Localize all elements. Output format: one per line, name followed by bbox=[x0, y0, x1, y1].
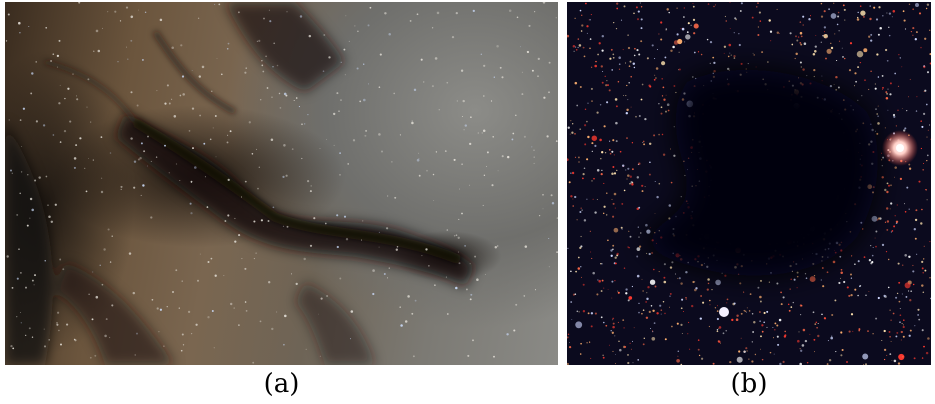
caption-a: (a) bbox=[263, 369, 300, 399]
bright-star-core bbox=[896, 144, 904, 152]
panel-a-image bbox=[5, 2, 558, 365]
dark-cloud bbox=[642, 69, 878, 276]
star-field-a bbox=[5, 2, 558, 364]
caption-b: (b) bbox=[730, 369, 768, 399]
panel-b-dark-cloud-image bbox=[567, 2, 931, 365]
dust-filaments bbox=[44, 30, 462, 265]
dust-lanes bbox=[5, 2, 475, 365]
panel-a-dark-nebula-image bbox=[5, 2, 558, 365]
panel-b-image bbox=[567, 2, 931, 365]
violet-star bbox=[719, 307, 729, 317]
